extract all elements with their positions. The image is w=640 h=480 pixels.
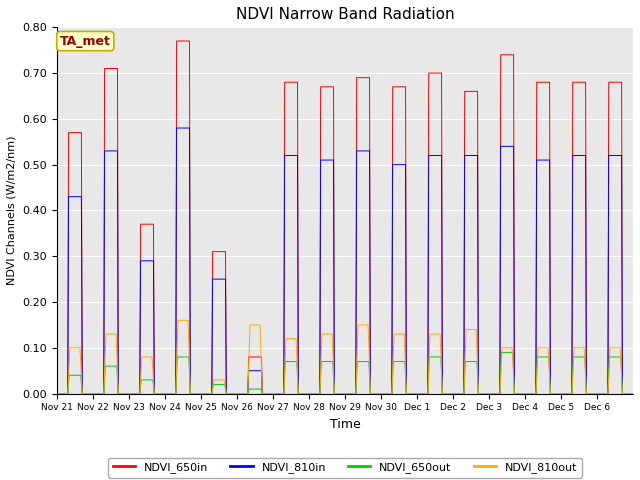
- NDVI_810in: [511, 391, 518, 396]
- NDVI_810in: [629, 391, 637, 396]
- NDVI_810in: [419, 391, 427, 396]
- NDVI_650in: [394, 84, 402, 90]
- NDVI_810in: [394, 162, 402, 168]
- NDVI_650out: [497, 349, 505, 355]
- X-axis label: Time: Time: [330, 418, 360, 431]
- Title: NDVI Narrow Band Radiation: NDVI Narrow Band Radiation: [236, 7, 454, 22]
- NDVI_810in: [82, 391, 90, 396]
- Legend: NDVI_650in, NDVI_810in, NDVI_650out, NDVI_810out: NDVI_650in, NDVI_810in, NDVI_650out, NDV…: [108, 458, 582, 478]
- Text: TA_met: TA_met: [60, 35, 111, 48]
- NDVI_650out: [262, 391, 269, 396]
- NDVI_650out: [629, 391, 637, 396]
- NDVI_650out: [394, 359, 402, 364]
- NDVI_650in: [173, 38, 180, 44]
- NDVI_810out: [480, 391, 488, 396]
- NDVI_810in: [480, 391, 488, 396]
- NDVI_650out: [53, 391, 61, 396]
- NDVI_650out: [419, 391, 427, 396]
- NDVI_650in: [53, 391, 61, 396]
- NDVI_650in: [480, 391, 488, 396]
- NDVI_650in: [82, 391, 90, 396]
- NDVI_650in: [511, 391, 518, 396]
- NDVI_810in: [262, 391, 269, 396]
- NDVI_810in: [53, 391, 61, 396]
- NDVI_810out: [511, 391, 518, 396]
- Y-axis label: NDVI Channels (W/m2/nm): NDVI Channels (W/m2/nm): [7, 136, 17, 285]
- NDVI_810out: [394, 331, 402, 337]
- NDVI_810out: [53, 391, 61, 396]
- NDVI_650out: [511, 391, 518, 396]
- NDVI_810out: [82, 391, 90, 396]
- NDVI_650in: [629, 391, 637, 396]
- Line: NDVI_810in: NDVI_810in: [57, 128, 633, 394]
- NDVI_650out: [82, 391, 90, 396]
- NDVI_650out: [480, 391, 488, 396]
- NDVI_650in: [419, 391, 427, 396]
- NDVI_810in: [173, 125, 180, 131]
- NDVI_650in: [262, 391, 269, 396]
- Line: NDVI_650out: NDVI_650out: [57, 352, 633, 394]
- Line: NDVI_810out: NDVI_810out: [57, 320, 633, 394]
- NDVI_810out: [629, 391, 637, 396]
- NDVI_810out: [262, 391, 269, 396]
- Line: NDVI_650in: NDVI_650in: [57, 41, 633, 394]
- NDVI_810out: [174, 317, 182, 323]
- NDVI_810out: [419, 391, 427, 396]
